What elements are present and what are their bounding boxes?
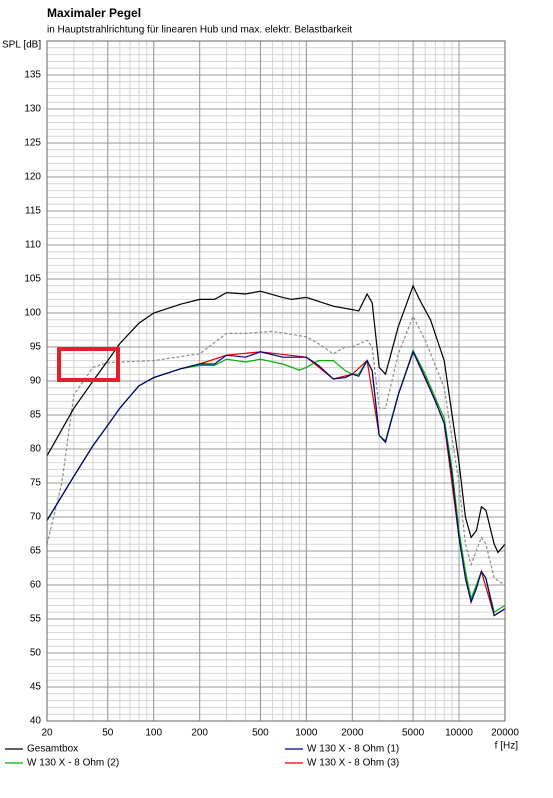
y-tick-label: 95 — [30, 342, 42, 353]
chart-subtitle: in Hauptstrahlrichtung für linearen Hub … — [47, 25, 352, 36]
x-tick-label: 2000 — [341, 728, 364, 739]
x-tick-label: 200 — [191, 728, 208, 739]
x-tick-label: 1000 — [295, 728, 318, 739]
y-tick-label: 60 — [30, 580, 42, 591]
legend-label: W 130 X - 8 Ohm (1) — [307, 744, 399, 755]
y-tick-label: 125 — [24, 138, 41, 149]
legend-label: W 130 X - 8 Ohm (3) — [307, 758, 399, 769]
y-tick-label: 65 — [30, 546, 42, 557]
x-tick-label: 20 — [41, 728, 53, 739]
x-tick-label: 500 — [252, 728, 269, 739]
x-tick-label: 10000 — [445, 728, 473, 739]
plot-frame — [46, 40, 506, 722]
legend-label: W 130 X - 8 Ohm (2) — [27, 758, 119, 769]
y-tick-label: 40 — [30, 716, 42, 727]
y-tick-label: 55 — [30, 614, 42, 625]
x-tick-label: 5000 — [402, 728, 425, 739]
y-tick-label: 100 — [24, 308, 41, 319]
y-tick-label: 50 — [30, 648, 42, 659]
y-tick-label: 90 — [30, 376, 42, 387]
legend-label: Gesamtbox — [27, 744, 78, 755]
y-tick-label: 105 — [24, 274, 41, 285]
y-tick-label: 130 — [24, 104, 41, 115]
series-line — [46, 284, 506, 554]
y-tick-label: 70 — [30, 512, 42, 523]
x-axis-label: f [Hz] — [495, 741, 519, 752]
series-line — [46, 350, 506, 617]
y-tick-label: 85 — [30, 410, 42, 421]
grid — [46, 40, 506, 722]
x-tick-label: 20000 — [491, 728, 519, 739]
x-tick-label: 100 — [145, 728, 162, 739]
y-tick-label: 110 — [25, 240, 41, 251]
y-tick-label: 80 — [30, 444, 42, 455]
chart-title: Maximaler Pegel — [47, 6, 141, 20]
y-tick-label: 45 — [30, 682, 42, 693]
x-tick-label: 50 — [102, 728, 114, 739]
highlight-box — [57, 347, 120, 382]
y-tick-label: 75 — [30, 478, 42, 489]
y-tick-label: 115 — [25, 206, 41, 217]
y-tick-label: 135 — [24, 70, 41, 81]
y-axis-label: SPL [dB] — [2, 40, 41, 51]
y-tick-label: 120 — [24, 172, 41, 183]
plot-lines — [46, 284, 506, 617]
